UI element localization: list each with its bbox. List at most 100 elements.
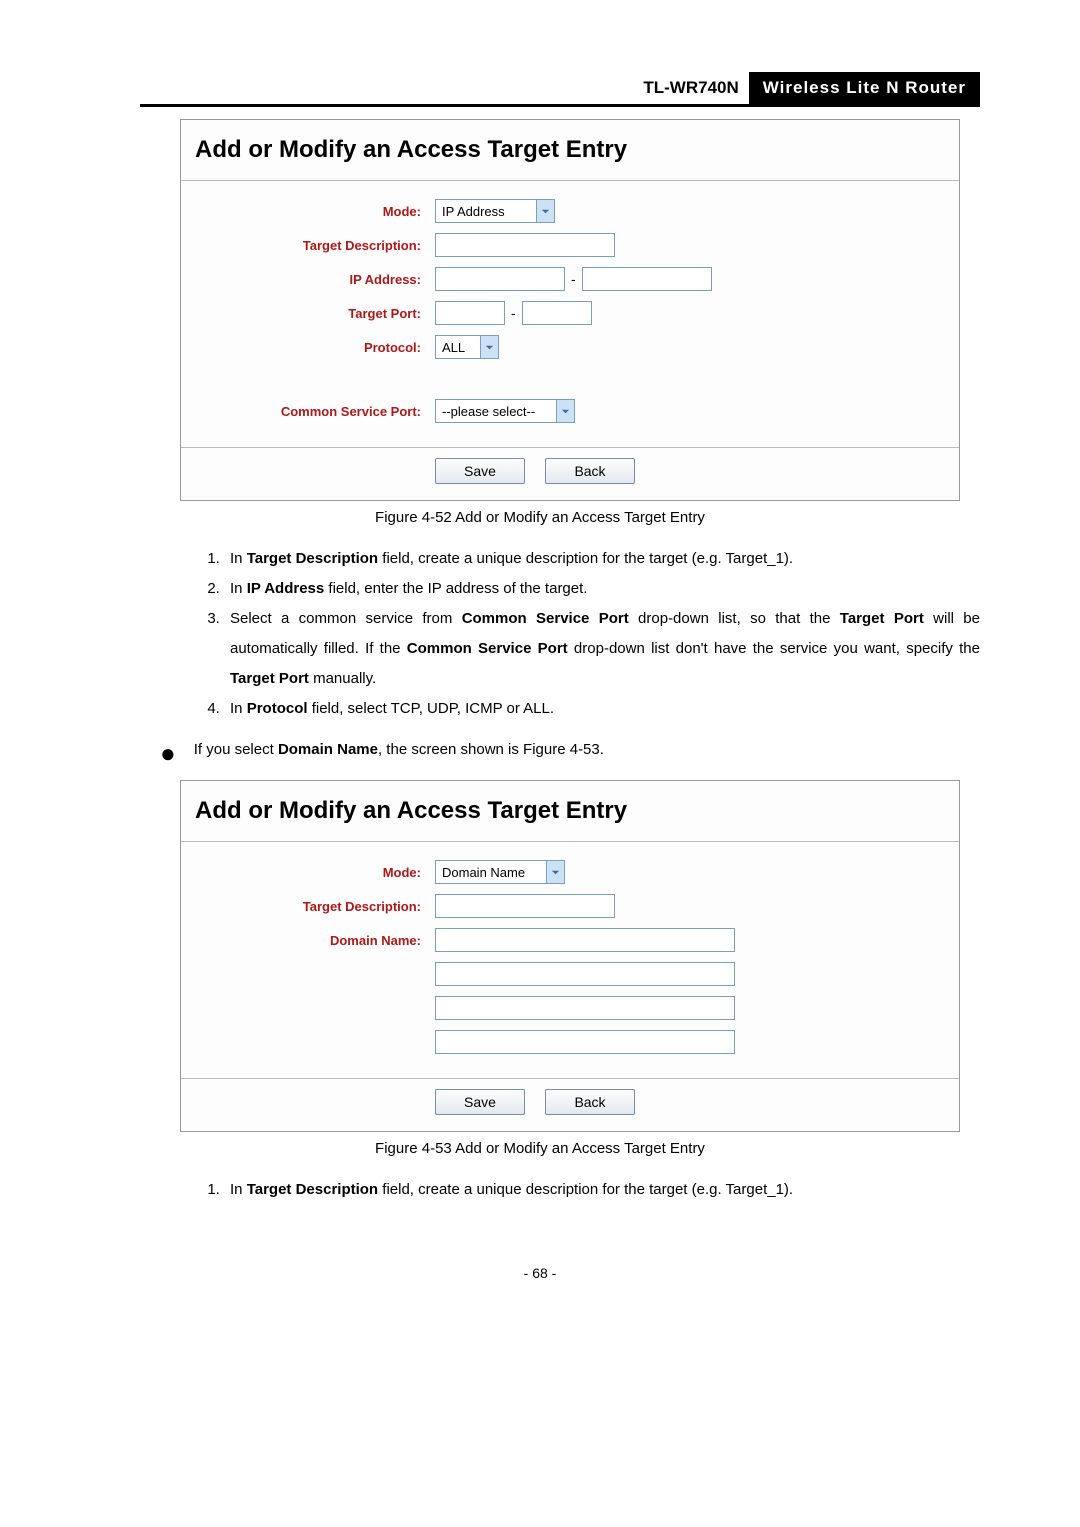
text: drop-down list, so that the <box>629 610 840 627</box>
field-ip: - <box>435 267 945 291</box>
bullet-item: ● If you select Domain Name, the screen … <box>160 736 980 766</box>
text: field, select TCP, UDP, ICMP or ALL. <box>308 700 555 717</box>
label-port: Target Port: <box>195 306 435 321</box>
form-grid-53: Mode: Domain Name Target Description: Do… <box>181 860 959 1060</box>
header-model: TL-WR740N <box>633 72 748 104</box>
figure-4-52: Add or Modify an Access Target Entry Mod… <box>180 119 960 501</box>
port-end-input[interactable] <box>522 301 592 325</box>
protocol-select[interactable]: ALL <box>435 335 499 359</box>
list-item: In Target Description field, create a un… <box>224 1175 980 1205</box>
text: , the screen shown is Figure 4-53. <box>378 741 604 758</box>
field-mode: Domain Name <box>435 860 945 884</box>
label-target-desc: Target Description: <box>195 238 435 253</box>
figure-53-title: Add or Modify an Access Target Entry <box>181 781 959 831</box>
text-bold: IP Address <box>247 580 325 597</box>
field-domain-2 <box>435 962 945 986</box>
domain-name-input-4[interactable] <box>435 1030 735 1054</box>
text-bold: Protocol <box>247 700 308 717</box>
label-protocol: Protocol: <box>195 340 435 355</box>
text: In <box>230 1181 247 1198</box>
text: manually. <box>309 670 376 687</box>
label-mode: Mode: <box>195 204 435 219</box>
text-bold: Target Description <box>247 550 378 567</box>
chevron-down-icon <box>546 861 564 883</box>
field-csp: --please select-- <box>435 399 945 423</box>
ip-start-input[interactable] <box>435 267 565 291</box>
header-description: Wireless Lite N Router <box>749 72 980 104</box>
field-domain-4 <box>435 1030 945 1054</box>
spacer <box>195 369 945 389</box>
figure-52-title: Add or Modify an Access Target Entry <box>181 120 959 170</box>
field-port: - <box>435 301 945 325</box>
mode-select-value: IP Address <box>442 204 505 219</box>
text-bold: Domain Name <box>278 741 378 758</box>
port-start-input[interactable] <box>435 301 505 325</box>
label-target-desc: Target Description: <box>195 899 435 914</box>
page-header: TL-WR740N Wireless Lite N Router <box>140 72 980 107</box>
domain-name-input-2[interactable] <box>435 962 735 986</box>
text-bold: Common Service Port <box>407 640 568 657</box>
mode-select-value: Domain Name <box>442 865 525 880</box>
save-button[interactable]: Save <box>435 1089 525 1115</box>
save-button[interactable]: Save <box>435 458 525 484</box>
list-item: In Target Description field, create a un… <box>224 544 980 574</box>
target-description-input[interactable] <box>435 894 615 918</box>
figure-53-caption: Figure 4-53 Add or Modify an Access Targ… <box>100 1140 980 1157</box>
text: Select a common service from <box>230 610 462 627</box>
field-domain-1 <box>435 928 945 952</box>
label-domain: Domain Name: <box>195 933 435 948</box>
field-protocol: ALL <box>435 335 945 359</box>
page-number: - 68 - <box>100 1265 980 1281</box>
text-bold: Target Port <box>230 670 309 687</box>
list-item: In Protocol field, select TCP, UDP, ICMP… <box>224 694 980 724</box>
field-target-desc <box>435 233 945 257</box>
chevron-down-icon <box>556 400 574 422</box>
chevron-down-icon <box>536 200 554 222</box>
mode-select[interactable]: Domain Name <box>435 860 565 884</box>
csp-select-value: --please select-- <box>442 404 535 419</box>
text: In <box>230 550 247 567</box>
text-bold: Common Service Port <box>462 610 629 627</box>
field-mode: IP Address <box>435 199 945 223</box>
text: field, enter the IP address of the targe… <box>324 580 587 597</box>
text-bold: Target Description <box>247 1181 378 1198</box>
figure-4-53: Add or Modify an Access Target Entry Mod… <box>180 780 960 1132</box>
list-item: Select a common service from Common Serv… <box>224 604 980 694</box>
divider <box>181 447 959 448</box>
range-dash: - <box>511 305 516 321</box>
field-domain-3 <box>435 996 945 1020</box>
divider <box>181 841 959 842</box>
ip-end-input[interactable] <box>582 267 712 291</box>
text-bold: Target Port <box>840 610 924 627</box>
instructions-list-1: In Target Description field, create a un… <box>190 544 980 724</box>
label-mode: Mode: <box>195 865 435 880</box>
protocol-select-value: ALL <box>442 340 465 355</box>
list-item: In IP Address field, enter the IP addres… <box>224 574 980 604</box>
text: field, create a unique description for t… <box>378 1181 793 1198</box>
domain-name-input-1[interactable] <box>435 928 735 952</box>
instructions-list-2: In Target Description field, create a un… <box>190 1175 980 1205</box>
field-target-desc <box>435 894 945 918</box>
back-button[interactable]: Back <box>545 458 635 484</box>
target-description-input[interactable] <box>435 233 615 257</box>
button-row-53: Save Back <box>181 1089 959 1131</box>
text: If you select <box>194 741 278 758</box>
text: drop-down list don't have the service yo… <box>568 640 980 657</box>
divider <box>181 180 959 181</box>
figure-52-caption: Figure 4-52 Add or Modify an Access Targ… <box>100 509 980 526</box>
text: In <box>230 700 247 717</box>
common-service-port-select[interactable]: --please select-- <box>435 399 575 423</box>
mode-select[interactable]: IP Address <box>435 199 555 223</box>
back-button[interactable]: Back <box>545 1089 635 1115</box>
button-row-52: Save Back <box>181 458 959 500</box>
label-ip: IP Address: <box>195 272 435 287</box>
domain-name-input-3[interactable] <box>435 996 735 1020</box>
divider <box>181 1078 959 1079</box>
bullet-icon: ● <box>160 736 176 766</box>
range-dash: - <box>571 271 576 287</box>
bullet-text: If you select Domain Name, the screen sh… <box>194 736 604 765</box>
text: In <box>230 580 247 597</box>
label-csp: Common Service Port: <box>195 404 435 419</box>
chevron-down-icon <box>480 336 498 358</box>
text: field, create a unique description for t… <box>378 550 793 567</box>
